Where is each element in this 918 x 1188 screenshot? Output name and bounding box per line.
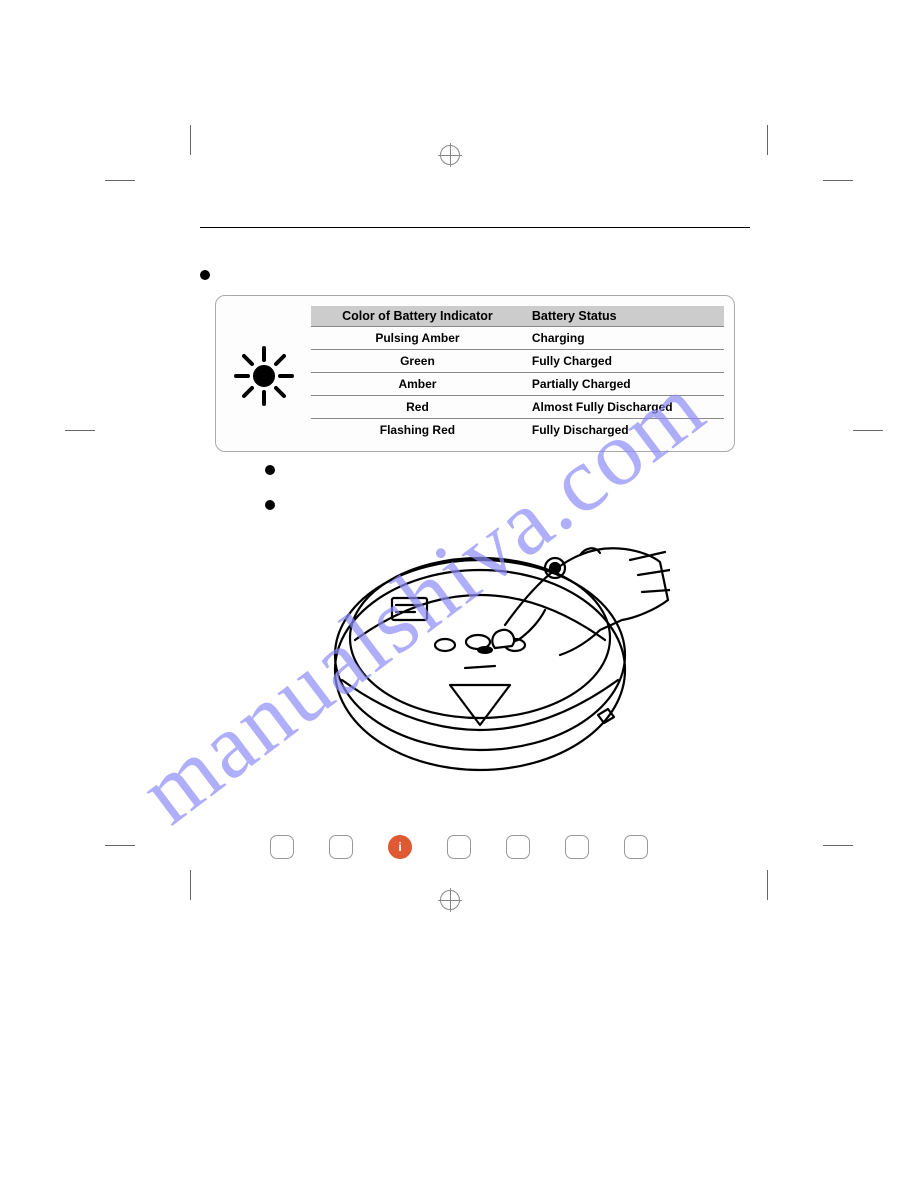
col-header-status: Battery Status [524, 306, 724, 327]
page-dot[interactable] [565, 835, 589, 859]
cell-status: Almost Fully Discharged [524, 396, 724, 419]
pagination [270, 835, 648, 859]
page-dot[interactable] [506, 835, 530, 859]
table-row: Green Fully Charged [311, 350, 724, 373]
bullet-icon [265, 500, 275, 510]
cell-status: Fully Charged [524, 350, 724, 373]
page-dot[interactable] [270, 835, 294, 859]
sun-icon [234, 346, 294, 411]
battery-indicator-table-panel: Color of Battery Indicator Battery Statu… [215, 295, 735, 452]
page-dot[interactable] [624, 835, 648, 859]
cell-status: Partially Charged [524, 373, 724, 396]
page-dot-active[interactable] [388, 835, 412, 859]
cell-indicator: Amber [311, 373, 524, 396]
cell-indicator: Pulsing Amber [311, 327, 524, 350]
cell-status: Fully Discharged [524, 419, 724, 442]
cell-indicator: Red [311, 396, 524, 419]
table-row: Pulsing Amber Charging [311, 327, 724, 350]
battery-indicator-table: Color of Battery Indicator Battery Statu… [311, 306, 724, 441]
bullet-icon [200, 270, 210, 280]
table-row: Red Almost Fully Discharged [311, 396, 724, 419]
device-line-drawing [330, 470, 670, 790]
registration-mark-icon [440, 890, 460, 910]
cell-indicator: Green [311, 350, 524, 373]
table-header-row: Color of Battery Indicator Battery Statu… [311, 306, 724, 327]
page-content [140, 160, 770, 228]
table-row: Flashing Red Fully Discharged [311, 419, 724, 442]
section-divider [200, 220, 750, 228]
page-dot[interactable] [329, 835, 353, 859]
col-header-indicator: Color of Battery Indicator [311, 306, 524, 327]
page-dot[interactable] [447, 835, 471, 859]
table-row: Amber Partially Charged [311, 373, 724, 396]
bullet-icon [265, 465, 275, 475]
cell-indicator: Flashing Red [311, 419, 524, 442]
cell-status: Charging [524, 327, 724, 350]
